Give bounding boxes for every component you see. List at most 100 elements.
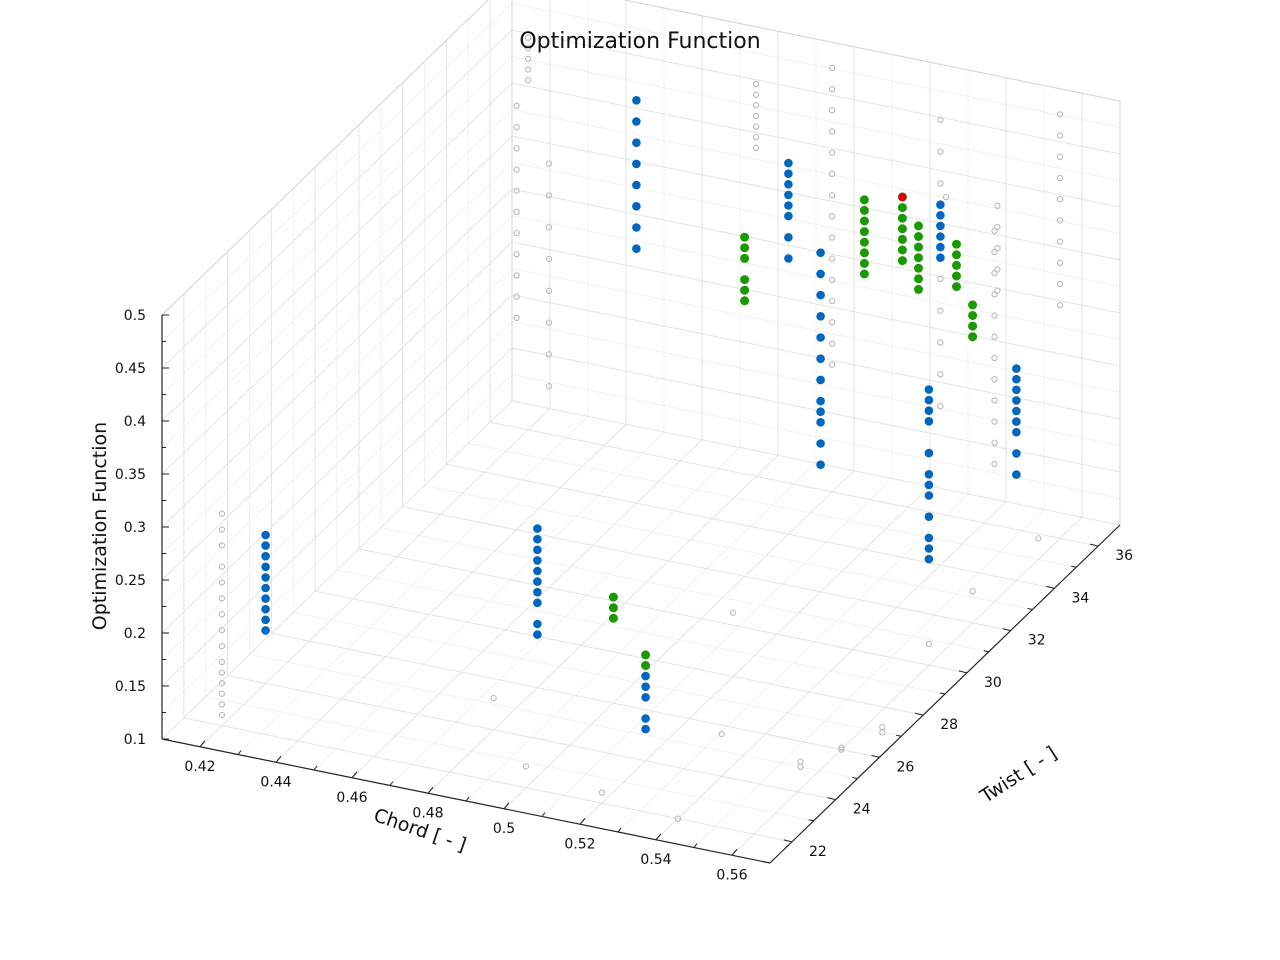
z-tick-label: 0.2 xyxy=(124,626,146,642)
explored-point xyxy=(218,542,226,549)
feasible-point xyxy=(533,545,542,555)
explored-point xyxy=(828,319,836,326)
pareto-point xyxy=(608,592,618,602)
feasible-point xyxy=(261,551,270,561)
feasible-point xyxy=(784,254,793,263)
left-wall-minor-grid xyxy=(161,3,513,342)
optimum-point xyxy=(898,192,907,202)
explored-point xyxy=(1056,238,1064,245)
z-tick-label: 0.45 xyxy=(115,361,146,377)
floor-grid-line xyxy=(275,423,627,763)
feasible-point xyxy=(632,96,641,105)
chart-title: Optimization Function xyxy=(519,29,760,54)
back-wall-grid-line xyxy=(511,82,1121,208)
explored-point xyxy=(828,64,836,72)
explored-point xyxy=(991,397,998,404)
explored-point xyxy=(545,287,553,294)
explored-point xyxy=(797,763,804,771)
pareto-point xyxy=(740,285,750,295)
points-layer xyxy=(218,34,1064,822)
z-tick-label: 0.15 xyxy=(115,679,146,695)
explored-point xyxy=(752,112,760,120)
explored-point xyxy=(718,730,725,738)
feasible-point xyxy=(924,544,934,553)
feasible-point xyxy=(816,396,825,406)
floor-minor-grid xyxy=(205,696,814,822)
explored-point xyxy=(1035,535,1042,542)
explored-point xyxy=(828,213,836,220)
feasible-point xyxy=(261,615,270,625)
pareto-point xyxy=(641,650,651,660)
feasible-point xyxy=(1012,374,1021,384)
explored-point xyxy=(218,642,226,650)
feasible-point xyxy=(924,554,934,564)
explored-point xyxy=(838,746,845,753)
y-tick-label: 26 xyxy=(896,759,914,775)
explored-point xyxy=(218,669,226,676)
feasible-point xyxy=(533,598,542,608)
explored-point xyxy=(218,611,226,618)
feasible-point xyxy=(816,439,825,448)
explored-point xyxy=(545,351,553,358)
feasible-point xyxy=(533,587,542,597)
back-wall-minor-grid xyxy=(511,3,1121,128)
back-wall-grid-line xyxy=(511,241,1121,367)
left-wall-grid-line xyxy=(161,241,513,581)
x-minor-tick xyxy=(237,750,242,755)
x-minor-tick xyxy=(617,827,622,833)
pareto-point xyxy=(952,271,961,281)
left-wall-minor-grid xyxy=(161,162,513,501)
pareto-point xyxy=(740,275,750,285)
feasible-point xyxy=(816,375,825,385)
pareto-point xyxy=(897,203,907,213)
floor-grid-line xyxy=(183,717,792,843)
explored-point xyxy=(513,251,520,258)
feasible-point xyxy=(784,158,793,168)
explored-point xyxy=(937,371,944,378)
x-minor-tick xyxy=(389,781,394,786)
left-wall-grid-line xyxy=(161,294,513,634)
feasible-point xyxy=(632,117,641,126)
pareto-point xyxy=(914,263,923,273)
explored-point xyxy=(879,729,886,736)
explored-point xyxy=(1056,174,1064,182)
z-tick-label: 0.25 xyxy=(115,573,146,589)
pareto-point xyxy=(608,603,618,613)
x-tick xyxy=(503,802,510,810)
axes-layer xyxy=(161,314,1121,864)
x-minor-tick xyxy=(541,812,546,817)
feasible-point xyxy=(816,418,825,427)
explored-point xyxy=(545,224,553,231)
pareto-point xyxy=(914,284,923,294)
floor-grid-line xyxy=(402,506,1011,632)
explored-point xyxy=(828,85,836,93)
feasible-point xyxy=(936,253,945,262)
y-minor-tick xyxy=(983,650,989,653)
explored-point xyxy=(513,208,520,216)
y-tick-label: 32 xyxy=(1028,633,1046,649)
explored-point xyxy=(797,758,804,765)
explored-point xyxy=(598,789,606,796)
explored-point xyxy=(218,680,226,687)
y-minor-tick xyxy=(896,734,902,737)
y-tick xyxy=(1090,543,1099,547)
back-wall-minor-grid xyxy=(511,215,1121,340)
y-tick-label: 22 xyxy=(809,844,827,860)
explored-point xyxy=(218,595,226,602)
pareto-point xyxy=(859,216,869,226)
explored-point xyxy=(524,55,532,63)
feasible-point xyxy=(816,248,825,257)
pareto-point xyxy=(952,282,961,292)
box-edge xyxy=(622,0,1121,102)
z-tick-label: 0.35 xyxy=(115,467,146,483)
explored-point xyxy=(513,187,520,194)
x-tick-label: 0.5 xyxy=(493,821,515,837)
feasible-point xyxy=(533,534,542,544)
pareto-point xyxy=(740,296,750,306)
pareto-point xyxy=(952,250,961,260)
explored-point xyxy=(524,66,532,73)
floor-minor-grid xyxy=(249,654,858,779)
x-tick xyxy=(275,755,282,763)
pareto-point xyxy=(859,237,869,247)
pareto-point xyxy=(641,661,651,670)
